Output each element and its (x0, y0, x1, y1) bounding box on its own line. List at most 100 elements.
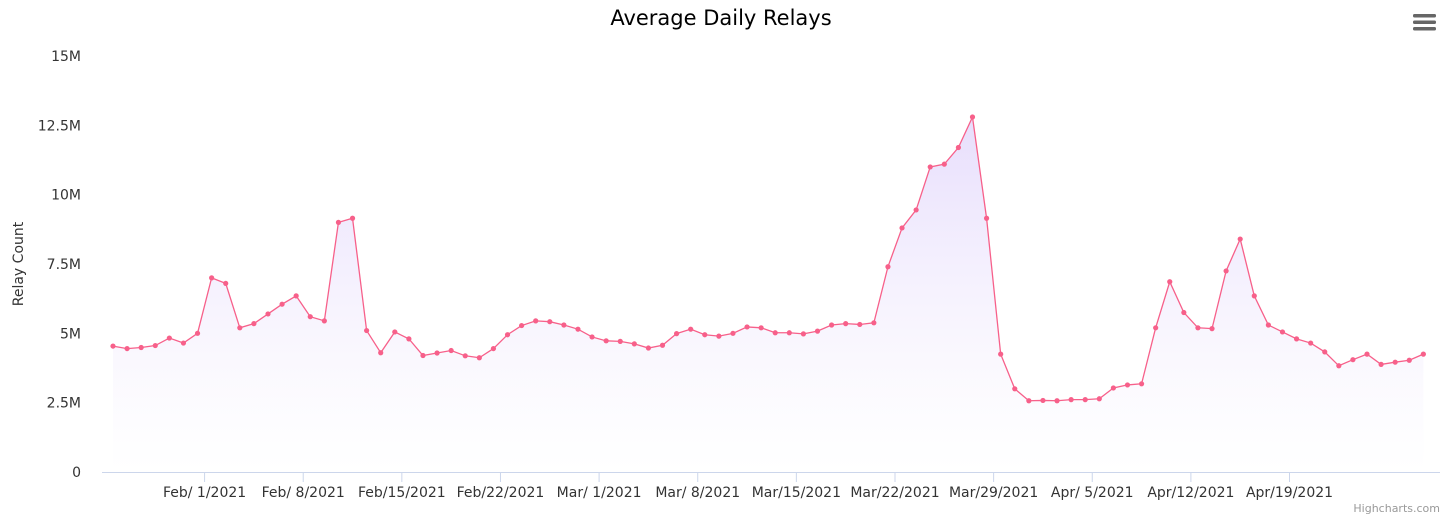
data-point[interactable] (1350, 357, 1356, 363)
data-point[interactable] (1181, 309, 1187, 316)
data-point[interactable] (1336, 363, 1342, 369)
data-point[interactable] (265, 311, 271, 317)
data-point[interactable] (1322, 349, 1328, 355)
data-point[interactable] (1251, 293, 1257, 299)
data-point[interactable] (1223, 268, 1229, 274)
data-point[interactable] (885, 264, 891, 270)
data-point[interactable] (392, 329, 398, 335)
data-point[interactable] (1209, 326, 1215, 332)
data-point[interactable] (1293, 336, 1300, 342)
credits-link[interactable]: Highcharts.com (1353, 502, 1440, 515)
data-point[interactable] (1082, 397, 1088, 403)
data-point[interactable] (1040, 397, 1046, 404)
data-point[interactable] (490, 345, 497, 352)
data-point[interactable] (1364, 351, 1370, 357)
data-point[interactable] (899, 225, 905, 231)
data-point[interactable] (1096, 396, 1102, 402)
data-point[interactable] (730, 330, 736, 336)
data-point[interactable] (659, 342, 666, 348)
data-point[interactable] (913, 207, 919, 213)
data-point[interactable] (871, 320, 877, 326)
y-tick-label: 0 (72, 465, 81, 481)
data-point[interactable] (758, 325, 764, 331)
data-point[interactable] (519, 322, 525, 329)
data-point[interactable] (209, 275, 215, 281)
data-point[interactable] (180, 340, 187, 346)
data-point[interactable] (1279, 329, 1286, 335)
data-point[interactable] (998, 351, 1004, 357)
data-point[interactable] (279, 301, 285, 307)
data-point[interactable] (1195, 325, 1201, 331)
data-point[interactable] (1265, 322, 1271, 328)
data-point[interactable] (674, 331, 680, 337)
data-point[interactable] (561, 322, 567, 328)
data-point[interactable] (927, 164, 933, 170)
data-point[interactable] (547, 319, 553, 325)
data-point[interactable] (1012, 386, 1018, 392)
hamburger-menu-icon[interactable] (1413, 14, 1436, 31)
data-point[interactable] (533, 318, 539, 324)
data-point[interactable] (166, 335, 172, 341)
data-point[interactable] (335, 219, 342, 225)
data-point[interactable] (1237, 236, 1243, 242)
data-point[interactable] (1068, 397, 1074, 403)
data-point[interactable] (772, 330, 778, 336)
data-point[interactable] (1378, 361, 1384, 367)
x-tick-label: Feb/ 1/2021 (163, 485, 246, 501)
data-point[interactable] (476, 355, 482, 361)
data-point[interactable] (1167, 279, 1173, 285)
data-point[interactable] (321, 318, 327, 324)
data-point[interactable] (1420, 351, 1426, 357)
data-point[interactable] (1026, 398, 1032, 404)
data-point[interactable] (237, 325, 243, 331)
data-point[interactable] (1138, 381, 1145, 387)
data-point[interactable] (434, 350, 440, 356)
data-point[interactable] (702, 332, 708, 338)
data-point[interactable] (420, 352, 426, 359)
data-point[interactable] (955, 144, 962, 151)
chart-menu-button[interactable] (1408, 8, 1440, 36)
data-point[interactable] (631, 341, 637, 347)
data-point[interactable] (251, 321, 257, 327)
data-point[interactable] (983, 215, 990, 221)
data-point[interactable] (941, 161, 947, 167)
data-point[interactable] (1054, 398, 1060, 404)
data-point[interactable] (575, 326, 581, 332)
data-point[interactable] (194, 330, 201, 336)
data-point[interactable] (1392, 359, 1398, 365)
data-point[interactable] (293, 293, 299, 299)
data-point[interactable] (364, 327, 370, 334)
data-point[interactable] (828, 322, 835, 328)
data-point[interactable] (378, 350, 384, 356)
data-point[interactable] (504, 332, 511, 338)
data-point[interactable] (716, 333, 722, 339)
data-point[interactable] (688, 326, 694, 332)
data-point[interactable] (152, 342, 158, 349)
data-point[interactable] (814, 328, 821, 334)
data-point[interactable] (138, 344, 144, 351)
data-point[interactable] (1124, 382, 1131, 388)
data-point[interactable] (1308, 340, 1314, 346)
plot-area (110, 114, 1426, 472)
data-point[interactable] (406, 336, 412, 342)
data-point[interactable] (786, 330, 792, 336)
data-point[interactable] (462, 353, 468, 359)
data-point[interactable] (843, 321, 849, 327)
data-point[interactable] (645, 345, 652, 351)
data-point[interactable] (1110, 385, 1116, 391)
data-point[interactable] (800, 331, 807, 337)
data-point[interactable] (589, 334, 595, 340)
data-point[interactable] (1153, 325, 1159, 331)
data-point[interactable] (448, 347, 454, 354)
data-point[interactable] (1406, 357, 1412, 363)
data-point[interactable] (857, 321, 863, 328)
data-point[interactable] (110, 343, 116, 349)
data-point[interactable] (617, 338, 623, 344)
data-point[interactable] (603, 338, 609, 344)
data-point[interactable] (744, 324, 750, 330)
data-point[interactable] (969, 114, 976, 120)
data-point[interactable] (349, 215, 356, 221)
data-point[interactable] (307, 314, 313, 320)
data-point[interactable] (124, 345, 130, 352)
data-point[interactable] (223, 280, 229, 287)
